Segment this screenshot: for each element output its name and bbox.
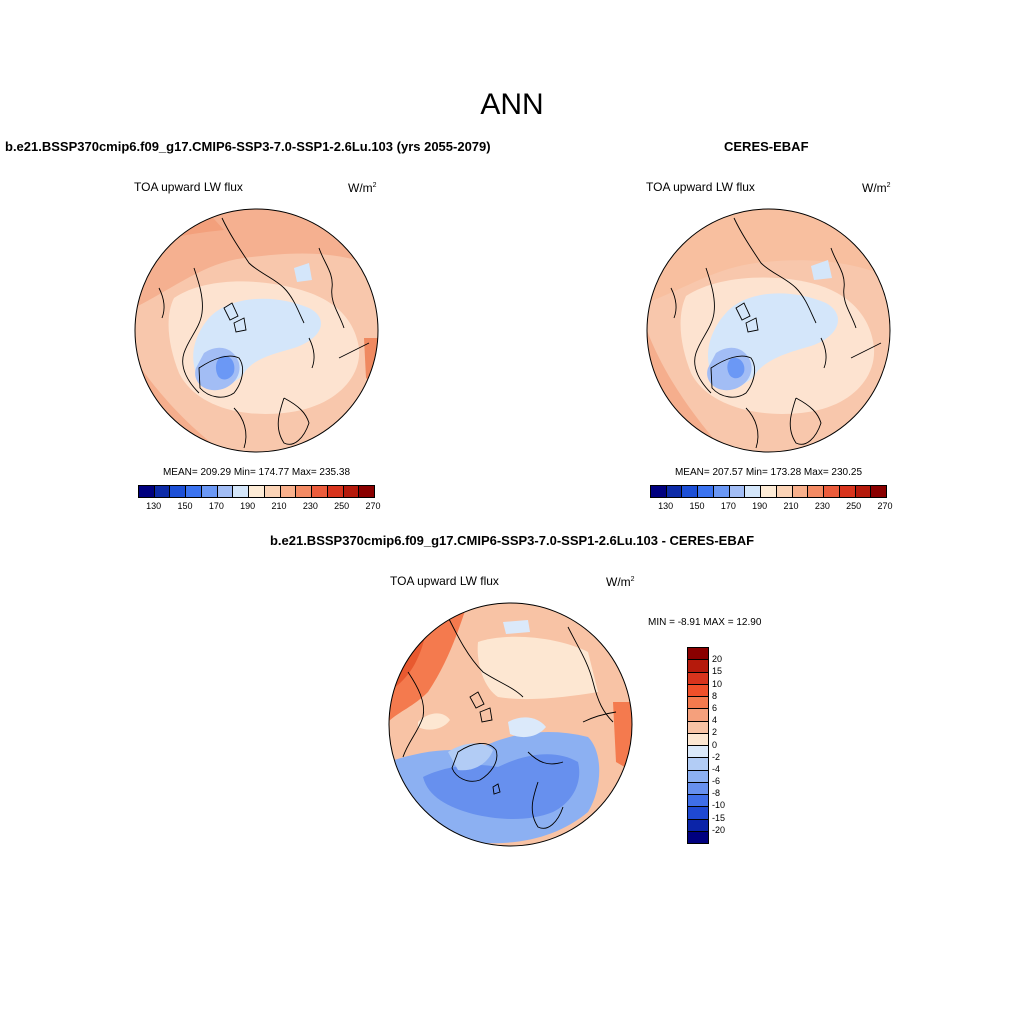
diff-colorbar-swatch xyxy=(688,733,708,746)
obs-polar-map xyxy=(646,208,891,453)
obs-panel-title: CERES-EBAF xyxy=(724,139,809,154)
diff-colorbar-swatch xyxy=(688,709,708,722)
diff-colorbar-tick-label: 4 xyxy=(712,715,718,726)
model-colorbar-swatch xyxy=(359,486,375,497)
obs-colorbar-swatch xyxy=(682,486,699,497)
model-colorbar-swatch xyxy=(343,486,360,497)
model-colorbar xyxy=(138,485,375,498)
obs-colorbar-swatch xyxy=(855,486,872,497)
diff-colorbar-swatch xyxy=(688,831,708,843)
model-colorbar-swatch xyxy=(154,486,171,497)
obs-colorbar-tick-label: 170 xyxy=(720,501,736,511)
model-colorbar-tick-label: 190 xyxy=(240,501,256,511)
diff-colorbar-swatch xyxy=(688,746,708,759)
model-stats: MEAN= 209.29 Min= 174.77 Max= 235.38 xyxy=(162,467,351,478)
diff-colorbar xyxy=(687,647,709,844)
diff-colorbar-tick-label: -15 xyxy=(712,812,726,823)
model-colorbar-swatch xyxy=(264,486,281,497)
model-colorbar-tick-label: 230 xyxy=(302,501,318,511)
obs-colorbar-tick-label: 130 xyxy=(658,501,674,511)
obs-colorbar-swatch xyxy=(839,486,856,497)
diff-colorbar-swatch xyxy=(688,648,708,661)
diff-colorbar-swatch xyxy=(688,770,708,783)
obs-colorbar xyxy=(650,485,887,498)
model-colorbar-swatch xyxy=(217,486,234,497)
model-colorbar-swatch xyxy=(233,486,250,497)
diff-colorbar-tick-label: 8 xyxy=(712,690,718,701)
obs-colorbar-tick-label: 210 xyxy=(783,501,799,511)
diff-units-label: W/m2 xyxy=(606,575,635,589)
model-colorbar-swatch xyxy=(170,486,187,497)
model-colorbar-swatch xyxy=(280,486,297,497)
obs-colorbar-swatch xyxy=(792,486,809,497)
obs-variable-label: TOA upward LW flux xyxy=(646,180,755,194)
model-colorbar-swatch xyxy=(186,486,202,497)
diff-colorbar-swatch xyxy=(688,672,708,685)
obs-colorbar-tick-label: 230 xyxy=(814,501,830,511)
diff-colorbar-tick-label: -2 xyxy=(712,751,721,762)
model-units-label: W/m2 xyxy=(348,181,377,195)
diff-colorbar-tick-label: -10 xyxy=(712,800,726,811)
obs-colorbar-swatch xyxy=(651,486,667,497)
diff-colorbar-tick-label: 2 xyxy=(712,727,718,738)
diff-polar-map xyxy=(388,602,633,847)
obs-colorbar-tick-label: 150 xyxy=(689,501,705,511)
diff-colorbar-tick-label: -4 xyxy=(712,763,721,774)
model-panel-title: b.e21.BSSP370cmip6.f09_g17.CMIP6-SSP3-7.… xyxy=(5,139,491,154)
obs-colorbar-swatch xyxy=(698,486,714,497)
obs-colorbar-swatch xyxy=(666,486,683,497)
diff-panel-title: b.e21.BSSP370cmip6.f09_g17.CMIP6-SSP3-7.… xyxy=(269,533,755,548)
model-colorbar-tick-label: 210 xyxy=(271,501,287,511)
diff-variable-label: TOA upward LW flux xyxy=(390,574,499,588)
obs-colorbar-tick-label: 250 xyxy=(846,501,862,511)
model-colorbar-swatch xyxy=(312,486,328,497)
diff-colorbar-swatch xyxy=(688,660,708,673)
diff-colorbar-tick-label: -20 xyxy=(712,824,726,835)
model-colorbar-tick-label: 270 xyxy=(365,501,381,511)
obs-colorbar-swatch xyxy=(729,486,746,497)
diff-colorbar-swatch xyxy=(688,819,708,832)
model-colorbar-tick-label: 250 xyxy=(334,501,350,511)
model-colorbar-swatch xyxy=(296,486,313,497)
model-colorbar-tick-label: 170 xyxy=(208,501,224,511)
model-colorbar-swatch xyxy=(201,486,218,497)
obs-colorbar-tick-label: 270 xyxy=(877,501,893,511)
diff-colorbar-tick-label: -6 xyxy=(712,776,721,787)
diff-colorbar-tick-label: -8 xyxy=(712,788,721,799)
model-colorbar-tick-label: 150 xyxy=(177,501,193,511)
main-title: ANN xyxy=(480,88,544,121)
diff-colorbar-tick-label: 20 xyxy=(712,654,723,665)
obs-colorbar-swatch xyxy=(745,486,762,497)
diff-colorbar-tick-label: 15 xyxy=(712,666,723,677)
diff-colorbar-swatch xyxy=(688,721,708,734)
diff-colorbar-swatch xyxy=(688,782,708,795)
diff-stats: MIN = -8.91 MAX = 12.90 xyxy=(648,617,762,628)
diff-colorbar-tick-label: 10 xyxy=(712,678,723,689)
diff-colorbar-swatch xyxy=(688,807,708,820)
obs-colorbar-swatch xyxy=(824,486,840,497)
diff-colorbar-swatch xyxy=(688,697,708,710)
obs-colorbar-swatch xyxy=(761,486,777,497)
obs-units-label: W/m2 xyxy=(862,181,891,195)
diff-colorbar-swatch xyxy=(688,758,708,771)
model-colorbar-swatch xyxy=(327,486,344,497)
obs-colorbar-ticks: 130 150 170 190 210 230 250 270 xyxy=(650,501,892,513)
model-polar-map xyxy=(134,208,379,453)
model-colorbar-swatch xyxy=(249,486,265,497)
obs-colorbar-swatch xyxy=(871,486,887,497)
obs-colorbar-swatch xyxy=(713,486,730,497)
diff-colorbar-tick-label: 6 xyxy=(712,702,718,713)
diff-colorbar-swatch xyxy=(688,684,708,697)
diff-colorbar-tick-label: 0 xyxy=(712,739,718,750)
model-variable-label: TOA upward LW flux xyxy=(134,180,243,194)
model-colorbar-ticks: 130 150 170 190 210 230 250 270 xyxy=(138,501,380,513)
model-colorbar-tick-label: 130 xyxy=(146,501,162,511)
obs-colorbar-swatch xyxy=(808,486,825,497)
obs-colorbar-swatch xyxy=(776,486,793,497)
diff-colorbar-ticks: 20 15 10 8 6 4 2 0 -2 -4 -6 -8 -10 -15 -20 xyxy=(712,647,742,842)
model-colorbar-swatch xyxy=(139,486,155,497)
obs-colorbar-tick-label: 190 xyxy=(752,501,768,511)
obs-stats: MEAN= 207.57 Min= 173.28 Max= 230.25 xyxy=(674,467,863,478)
diff-colorbar-swatch xyxy=(688,795,708,808)
